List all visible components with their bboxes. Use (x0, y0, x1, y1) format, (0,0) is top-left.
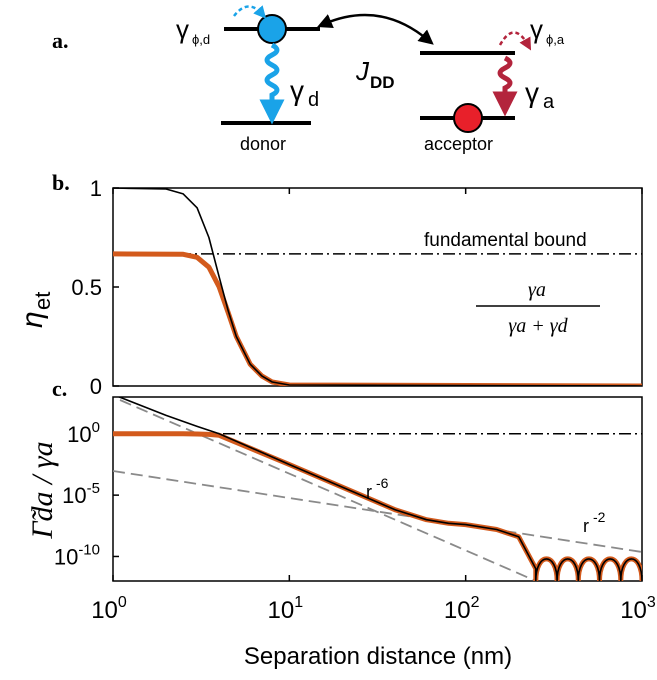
donor-particle (257, 14, 287, 44)
gamma-d-subscript: d (308, 89, 319, 111)
gamma-a-subscript: a (543, 91, 555, 113)
panel-b-label: b. (52, 170, 70, 195)
panel-c-chart: c. Γ̃da / γa 100 10-5 10-10 r -6 r -2 100 1… (26, 188, 656, 670)
panel-c-ytick-label: 100 (67, 419, 100, 447)
panel-b-axes-box (112, 187, 643, 387)
panel-b-annotation: fundamental bound (424, 230, 587, 251)
panel-b-ytick-label: 1 (90, 176, 102, 201)
coupling-symbol: J (355, 56, 370, 86)
panel-b-ylabel-subscript: et (30, 292, 55, 310)
donor-label: donor (240, 134, 286, 154)
coupling-arrow (317, 13, 434, 45)
acceptor-decay-wavy-arrow (492, 55, 518, 117)
acceptor-label: acceptor (424, 134, 493, 154)
panel-c-ylabel: Γ̃da / γa (26, 441, 59, 539)
panel-c-xtick-label: 103 (620, 594, 656, 624)
r2-exponent: -2 (593, 509, 606, 525)
panel-c-series-orange (113, 431, 642, 581)
panel-c-xtick-label: 101 (268, 594, 304, 624)
coupling-label: J DD (355, 56, 395, 92)
formula-numerator: γa (528, 279, 546, 301)
r2-base: r (583, 516, 589, 536)
panel-c-series-black (117, 397, 642, 581)
panel-b-ylabel-symbol: η (16, 311, 49, 328)
panel-c-ytick-label: 10-10 (54, 541, 100, 569)
gamma-phi-d-label: γ ϕ,d (176, 14, 210, 47)
panel-b-chart: b. η et 1 0.5 0 fundamental bound γa γa + … (16, 170, 643, 399)
panel-b-ytick-label: 0.5 (71, 275, 102, 300)
panel-b-series-black (113, 188, 642, 386)
coupling-subscript: DD (370, 73, 395, 92)
donor-decay-wavy-arrow (259, 42, 285, 125)
panel-c-axes-box (112, 396, 643, 582)
panel-a-label: a. (52, 28, 69, 53)
formula-denominator: γa + γd (508, 315, 568, 337)
r6-asymptote-line (119, 399, 537, 581)
gamma-a-symbol: γ (525, 77, 539, 108)
x-axis-label: Separation distance (nm) (244, 643, 512, 670)
r2-annotation: r -2 (583, 509, 606, 536)
panel-b-ytick-label: 0 (90, 374, 102, 399)
panel-c-xtick-label: 100 (91, 594, 127, 624)
panel-b-formula: γa γa + γd (476, 279, 600, 337)
gamma-phi-a-subscript: ϕ,a (546, 32, 565, 47)
panel-c-ytick-label: 10-5 (62, 480, 100, 508)
gamma-phi-a-label: γ ϕ,a (530, 14, 565, 47)
donor-dephasing-arrow (233, 5, 267, 19)
gamma-d-label: γ d (290, 75, 319, 111)
gamma-phi-d-symbol: γ (176, 14, 189, 44)
panel-c-label: c. (52, 376, 67, 401)
r6-exponent: -6 (376, 475, 389, 491)
panel-b-ylabel: η et (16, 292, 55, 328)
gamma-d-symbol: γ (290, 75, 304, 106)
gamma-phi-d-subscript: ϕ,d (192, 32, 210, 47)
acceptor-particle (453, 103, 483, 133)
gamma-phi-a-symbol: γ (530, 14, 543, 44)
panel-a-diagram: a. γ ϕ,d γ d donor J DD γ ϕ,a (52, 5, 565, 154)
acceptor-dephasing-arrow (498, 31, 532, 51)
r6-base: r (366, 482, 372, 502)
r6-annotation: r -6 (366, 475, 389, 502)
panel-c-xtick-label: 102 (444, 594, 480, 624)
gamma-a-label: γ a (525, 77, 555, 113)
